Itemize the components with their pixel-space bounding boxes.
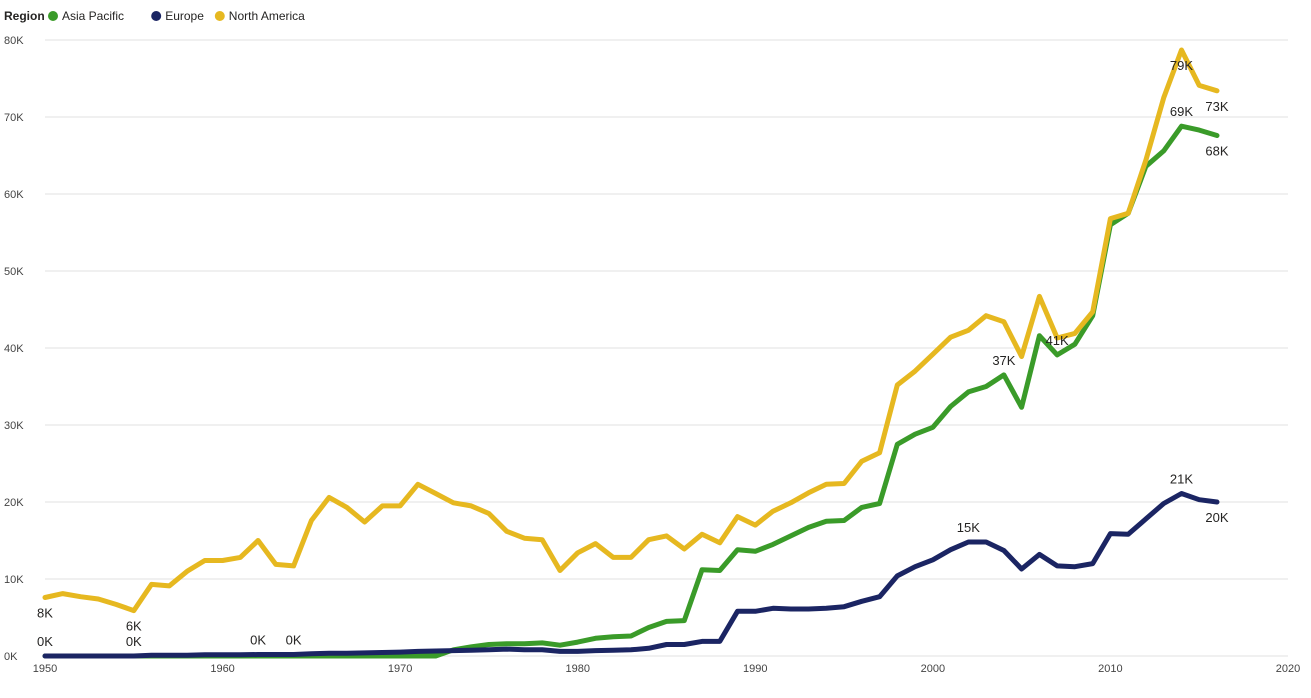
data-label: 79K (1170, 58, 1193, 73)
data-label: 68K (1205, 143, 1228, 158)
grid (45, 39, 1288, 657)
data-label: 0K (126, 634, 142, 649)
x-tick-label: 1990 (743, 663, 767, 675)
x-tick-label: 1980 (565, 663, 589, 675)
data-label: 8K (37, 605, 53, 620)
x-axis: 1950 1960 1970 1980 1990 2000 2010 2020 (33, 663, 1300, 675)
data-label: 0K (286, 632, 302, 647)
data-label: 41K (1046, 333, 1069, 348)
legend: Region Asia Pacific Europe North America (4, 9, 305, 23)
data-label: 6K (126, 619, 142, 634)
series-lines (42, 47, 1220, 659)
legend-label-europe[interactable]: Europe (165, 9, 204, 23)
data-label: 20K (1205, 510, 1228, 525)
x-tick-label: 1960 (210, 663, 234, 675)
y-tick-label: 20K (4, 497, 24, 509)
data-label: 21K (1170, 472, 1193, 487)
y-tick-label: 30K (4, 420, 24, 432)
data-label: 37K (992, 353, 1015, 368)
x-tick-label: 1950 (33, 663, 57, 675)
x-tick-label: 2020 (1276, 663, 1300, 675)
data-label: 15K (957, 520, 980, 535)
series-line-europe[interactable] (42, 491, 1220, 659)
legend-title: Region (4, 9, 45, 23)
y-tick-label: 80K (4, 35, 24, 47)
legend-marker-asia-pacific (48, 11, 58, 21)
data-label: 73K (1205, 99, 1228, 114)
y-tick-label: 70K (4, 112, 24, 124)
x-tick-label: 2010 (1098, 663, 1122, 675)
y-tick-label: 40K (4, 343, 24, 355)
legend-marker-europe (151, 11, 162, 21)
y-axis: 0K 10K 20K 30K 40K 50K 60K 70K 80K (4, 35, 24, 663)
data-label: 69K (1170, 104, 1193, 119)
data-label: 0K (37, 634, 53, 649)
legend-label-asia-pacific[interactable]: Asia Pacific (62, 9, 124, 23)
series-line-asia-pacific[interactable] (42, 123, 1220, 659)
x-tick-label: 1970 (388, 663, 412, 675)
y-tick-label: 10K (4, 574, 24, 586)
data-label: 0K (250, 632, 266, 647)
x-tick-label: 2000 (921, 663, 945, 675)
legend-marker-north-america (214, 11, 225, 21)
y-tick-label: 50K (4, 266, 24, 278)
series-line-north-america[interactable] (42, 47, 1220, 614)
y-tick-label: 60K (4, 189, 24, 201)
legend-label-north-america[interactable]: North America (229, 9, 305, 23)
y-tick-label: 0K (4, 651, 18, 663)
